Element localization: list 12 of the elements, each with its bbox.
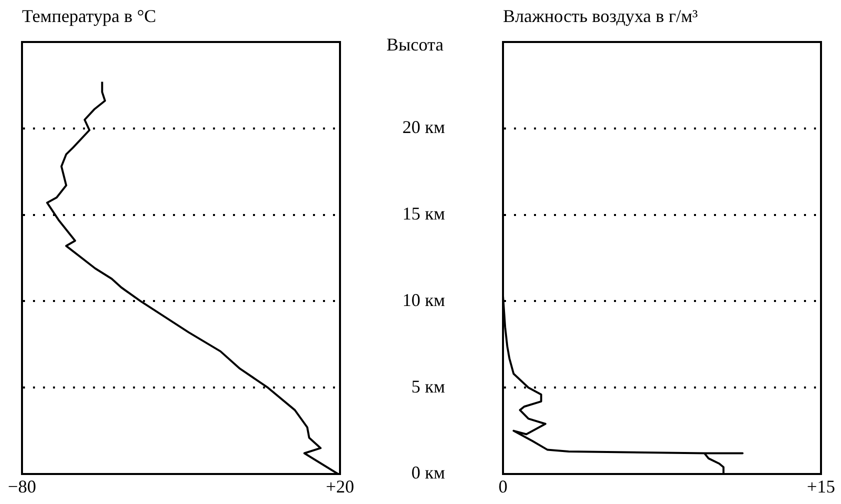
- y-tick-label: 5 км: [411, 376, 445, 396]
- chart-title: Влажность воздуха в г/м³: [503, 6, 698, 26]
- x-tick-label: +20: [326, 476, 354, 497]
- x-tick-label: +15: [806, 476, 836, 497]
- x-tick-label: −80: [8, 476, 36, 497]
- y-tick-label: 10 км: [402, 290, 445, 310]
- x-tick-label: 0: [498, 476, 508, 497]
- chart-title: Температура в °C: [22, 6, 156, 26]
- y-axis-title: Высота: [386, 34, 444, 55]
- y-tick-label: 0 км: [411, 462, 445, 483]
- y-tick-label: 15 км: [402, 204, 445, 224]
- y-tick-label: 20 км: [402, 117, 445, 138]
